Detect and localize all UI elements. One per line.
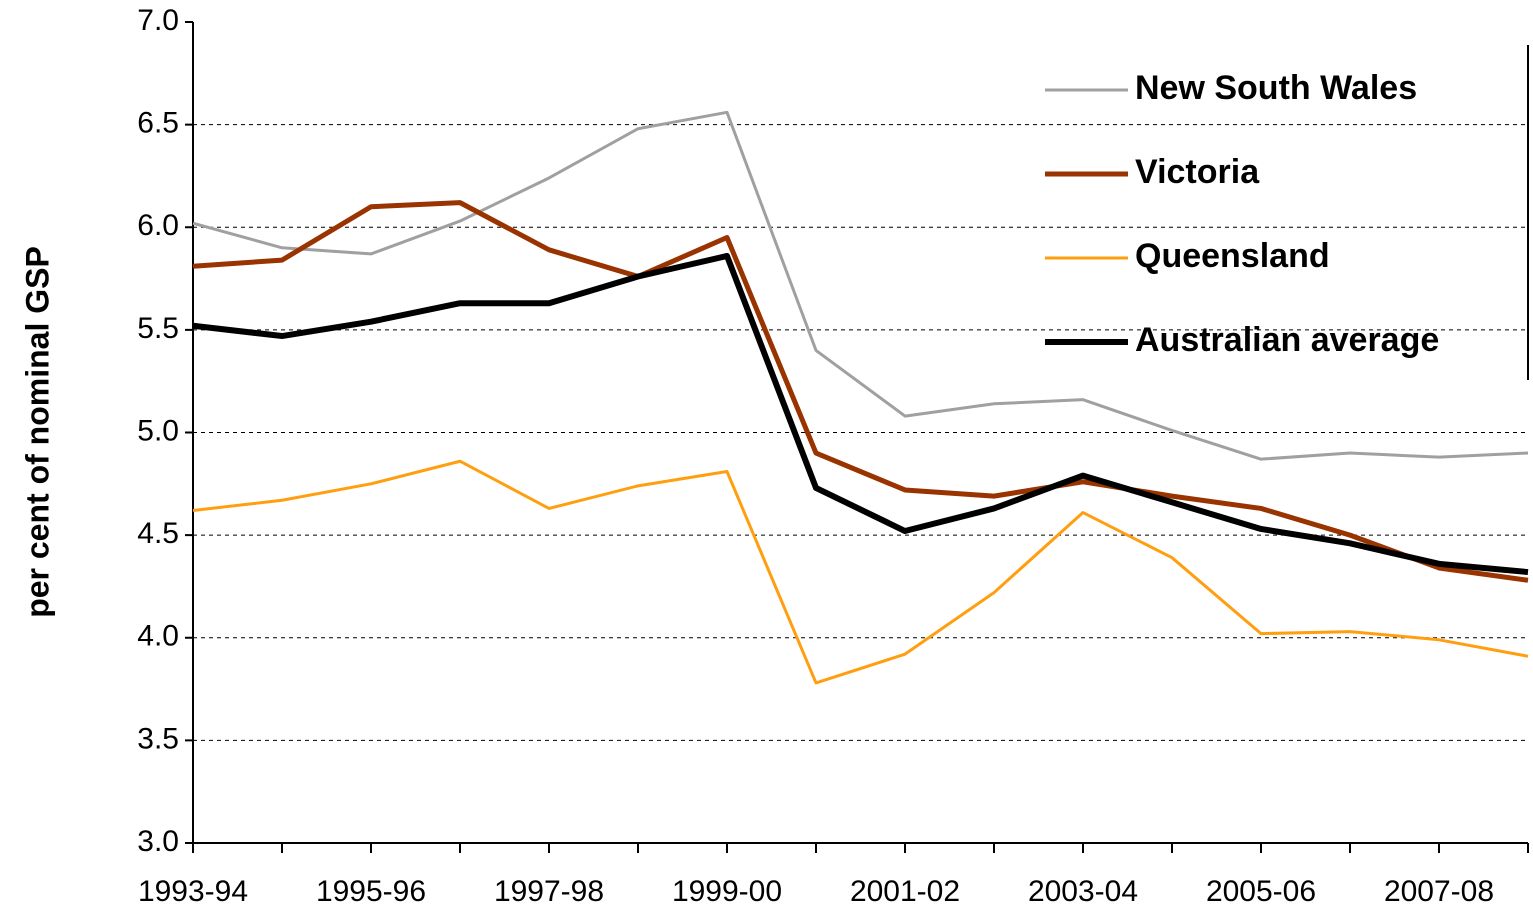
y-tick-label: 3.5	[137, 722, 179, 755]
x-tick-label: 2001-02	[850, 875, 960, 908]
y-tick-label: 6.5	[137, 107, 179, 140]
series-line	[192, 252, 1529, 576]
legend-label: New South Wales	[1135, 69, 1417, 107]
x-tick-label: 2007-08	[1384, 875, 1494, 908]
y-tick-label: 5.5	[137, 312, 179, 345]
x-tick-label: 2003-04	[1028, 875, 1138, 908]
y-tick-label: 3.0	[137, 825, 179, 858]
y-tick-label: 4.5	[137, 517, 179, 550]
y-tick-label: 4.0	[137, 620, 179, 653]
series-line	[192, 110, 1529, 461]
x-tick-label: 1995-96	[316, 875, 426, 908]
series-line	[192, 459, 1529, 685]
x-tick-label: 1993-94	[138, 875, 248, 908]
y-tick-label: 7.0	[137, 4, 179, 37]
series-line	[192, 200, 1529, 583]
legend-label: Victoria	[1135, 153, 1260, 191]
x-tick-label: 2005-06	[1206, 875, 1316, 908]
y-tick-label: 5.0	[137, 414, 179, 447]
legend-label: Australian average	[1135, 321, 1439, 359]
y-tick-label: 6.0	[137, 209, 179, 242]
y-axis-label: per cent of nominal GSP	[19, 246, 55, 618]
x-tick-label: 1997-98	[494, 875, 604, 908]
legend-label: Queensland	[1135, 237, 1330, 275]
x-tick-label: 1999-00	[672, 875, 782, 908]
